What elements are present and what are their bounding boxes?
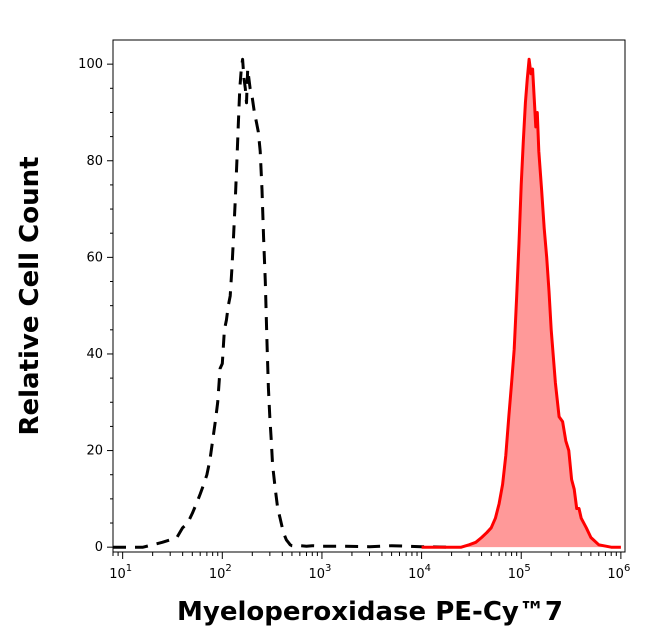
y-tick-label: 40: [86, 347, 103, 362]
y-tick-label: 20: [86, 444, 103, 459]
y-tick-label: 100: [78, 57, 103, 72]
x-tick-label: 103: [308, 563, 331, 582]
x-tick-label: 106: [607, 563, 630, 582]
x-axis-title: Myeloperoxidase PE-Cy™7: [177, 597, 563, 627]
series-1-area: [421, 59, 621, 548]
y-tick-label: 60: [86, 250, 103, 265]
x-tick-label: 105: [508, 563, 531, 582]
series-0-line: [113, 57, 452, 549]
plot-area: [113, 57, 621, 549]
y-axis-title: Relative Cell Count: [15, 156, 45, 435]
y-tick-label: 80: [86, 154, 103, 169]
x-tick-label: 101: [109, 563, 132, 582]
y-tick-label: 0: [95, 540, 103, 555]
x-axis: 101 102 103 104 105 106: [109, 552, 630, 582]
x-tick-label: 104: [408, 563, 431, 582]
y-axis: 0 20 40 60 80 100: [78, 57, 113, 555]
series-1-line: [421, 57, 621, 549]
x-tick-label: 102: [209, 563, 232, 582]
